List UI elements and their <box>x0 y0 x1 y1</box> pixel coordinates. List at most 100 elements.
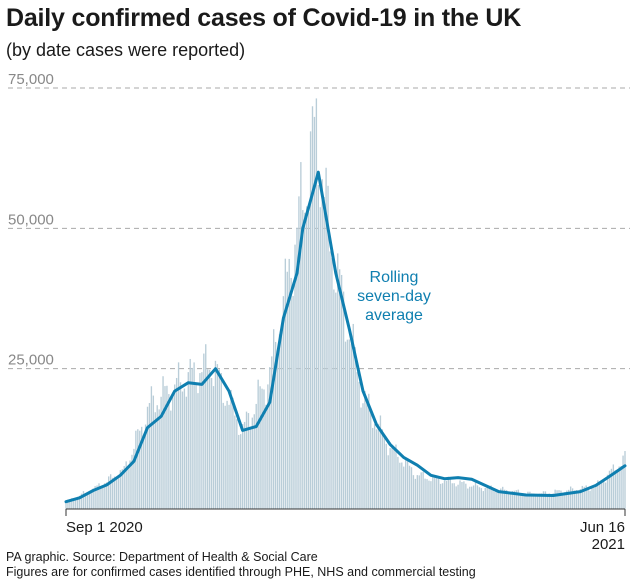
daily-case-bar <box>205 344 207 509</box>
daily-case-bar <box>179 382 182 509</box>
daily-case-bar <box>484 488 486 509</box>
daily-case-bar <box>104 483 106 509</box>
daily-case-bar <box>579 489 582 509</box>
daily-case-bar <box>113 476 116 509</box>
daily-case-bar <box>554 489 556 509</box>
daily-case-bar <box>164 386 166 509</box>
daily-case-bar <box>329 251 331 509</box>
daily-case-bar <box>150 386 153 509</box>
daily-case-bar <box>288 258 290 509</box>
daily-case-bar <box>447 476 450 509</box>
daily-case-bar <box>245 411 248 509</box>
daily-case-bar <box>393 447 395 509</box>
daily-case-bar <box>222 402 224 509</box>
daily-case-bar <box>137 429 139 509</box>
daily-case-bar <box>424 478 426 509</box>
daily-case-bar <box>154 412 156 509</box>
daily-case-bar <box>175 377 178 509</box>
daily-case-bar <box>307 212 310 509</box>
daily-case-bar <box>383 435 385 509</box>
daily-case-bar <box>306 206 308 509</box>
daily-case-bar <box>604 482 607 509</box>
daily-case-bar <box>212 386 215 509</box>
daily-case-bar <box>403 466 405 509</box>
daily-case-bar <box>278 334 281 509</box>
daily-case-bar <box>224 405 226 509</box>
daily-case-bar <box>385 443 387 509</box>
daily-case-bar <box>313 116 316 509</box>
daily-case-bar <box>280 335 283 509</box>
daily-case-bar <box>162 376 164 509</box>
daily-case-bar <box>321 179 323 510</box>
daily-case-bar <box>478 487 481 509</box>
daily-case-bar <box>141 426 143 509</box>
daily-case-bar <box>168 394 170 509</box>
daily-case-bar <box>428 480 430 509</box>
daily-case-bar <box>226 400 228 509</box>
daily-case-bar <box>333 289 335 509</box>
daily-case-bar <box>573 490 576 509</box>
daily-case-bar <box>86 492 89 509</box>
daily-case-bar <box>71 498 73 509</box>
daily-case-bar <box>436 477 438 509</box>
daily-case-bar <box>538 493 541 509</box>
daily-case-bar <box>366 398 368 509</box>
daily-case-bar <box>276 353 279 509</box>
daily-case-bar <box>100 486 102 509</box>
x-tick-label-end-year: 2021 <box>592 536 625 553</box>
daily-case-bar <box>92 488 94 509</box>
daily-case-bar <box>98 483 100 509</box>
rolling-average-annotation: seven-day <box>357 288 431 305</box>
daily-case-bar <box>368 393 370 509</box>
daily-case-bar <box>519 493 521 509</box>
daily-case-bar <box>181 391 184 509</box>
daily-case-bar <box>560 490 562 509</box>
daily-case-bar <box>612 464 615 509</box>
daily-case-bar <box>189 358 191 509</box>
daily-case-bar <box>414 478 417 509</box>
daily-case-bar <box>129 460 131 509</box>
daily-case-bar <box>142 436 145 509</box>
daily-case-bar <box>174 384 176 509</box>
daily-case-bar <box>465 483 467 509</box>
daily-case-bar <box>548 493 550 509</box>
daily-case-bar <box>486 486 488 509</box>
daily-case-bar <box>437 477 440 509</box>
daily-case-bar <box>474 482 477 509</box>
daily-case-bar <box>399 462 401 509</box>
daily-case-bar <box>123 466 125 509</box>
daily-case-bar <box>362 403 364 509</box>
daily-case-bar <box>90 493 92 509</box>
daily-case-bar <box>106 482 108 509</box>
daily-case-bar <box>463 481 465 509</box>
daily-case-bar <box>375 429 378 509</box>
daily-case-bar <box>389 448 391 509</box>
daily-case-bar <box>311 106 314 509</box>
daily-case-bar <box>550 494 552 509</box>
daily-case-bar <box>348 339 351 509</box>
daily-case-bar <box>131 454 133 509</box>
daily-case-bar <box>88 492 90 509</box>
daily-case-bar <box>455 486 457 509</box>
daily-case-bar <box>441 483 444 509</box>
daily-case-bar <box>412 475 415 509</box>
daily-case-bar <box>274 341 277 509</box>
daily-case-bar <box>606 474 609 509</box>
daily-case-bar <box>304 212 306 509</box>
daily-case-bar <box>494 491 496 509</box>
daily-case-bar <box>371 427 374 509</box>
daily-case-bar <box>340 274 343 509</box>
daily-case-bar <box>73 498 75 509</box>
daily-case-bar <box>445 480 448 509</box>
daily-case-bar <box>439 483 442 509</box>
daily-case-bar <box>542 491 545 509</box>
daily-case-bar <box>410 467 413 509</box>
daily-case-bar <box>430 481 432 509</box>
daily-case-bar <box>467 488 469 509</box>
daily-case-bar <box>511 490 514 509</box>
daily-case-bar <box>525 494 527 509</box>
rolling-average-line <box>64 170 627 504</box>
daily-case-bar <box>197 393 199 509</box>
daily-case-bar <box>373 423 376 509</box>
daily-case-bar <box>127 466 129 509</box>
